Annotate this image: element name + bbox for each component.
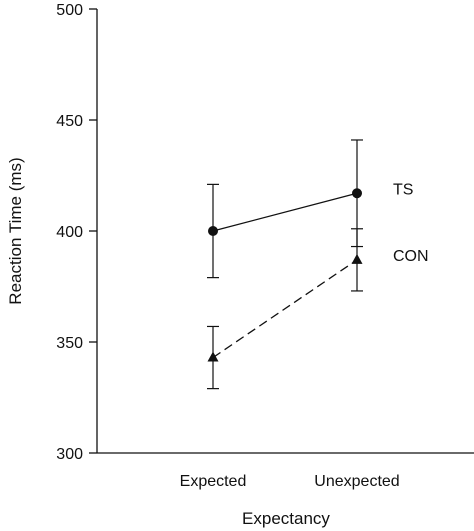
series-con: CON [207, 228, 429, 390]
y-tick-label: 350 [56, 335, 83, 352]
y-tick-label: 400 [56, 224, 83, 241]
series-label: CON [393, 248, 429, 265]
y-tick-label: 500 [56, 2, 83, 19]
x-tick-label: Expected [180, 473, 247, 490]
series-ts: TS [207, 139, 413, 279]
y-tick-label: 450 [56, 113, 83, 130]
series-line [212, 259, 358, 359]
y-axis-title: Reaction Time (ms) [6, 157, 25, 304]
x-axis-title: Expectancy [242, 509, 330, 528]
y-tick-label: 300 [56, 446, 83, 463]
data-point-circle [352, 188, 362, 199]
y-ticks: 300 350 400 450 500 [56, 2, 97, 463]
series-label: TS [393, 181, 413, 198]
x-tick-label: Unexpected [314, 473, 399, 490]
series-layer: TS CON [207, 139, 429, 390]
data-point-triangle [207, 351, 219, 362]
series-line [212, 192, 358, 232]
data-point-circle [208, 226, 218, 236]
axes [96, 9, 474, 454]
x-ticks: Expected Unexpected [180, 473, 400, 490]
data-point-triangle [351, 253, 363, 264]
